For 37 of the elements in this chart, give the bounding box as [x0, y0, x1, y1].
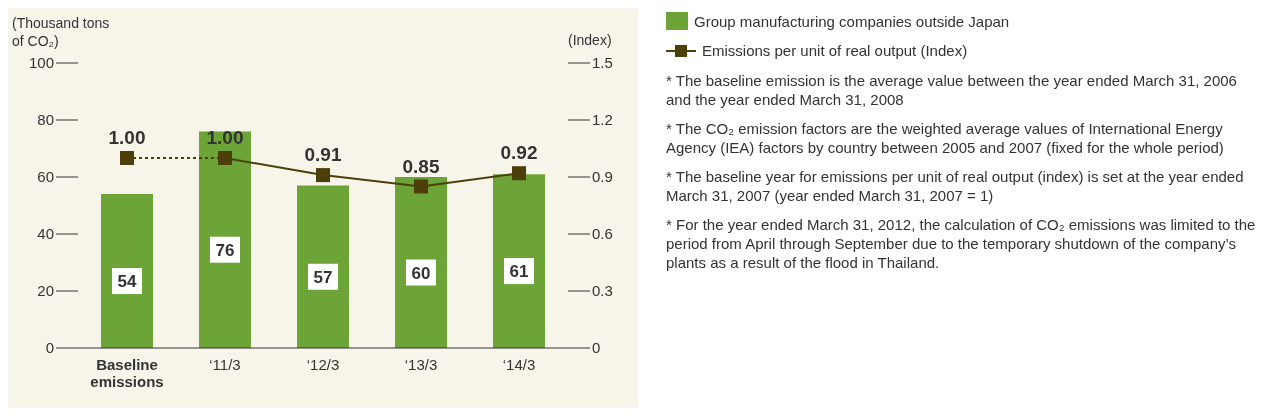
x-tick-label: Baseline emissions — [90, 356, 164, 390]
x-tick-label: ‘11/3 — [209, 356, 241, 373]
text: * The baseline year for emissions per unit of real output (index) is set at the year ended March 31, 2007 (year ended March 31, 2007 = 1) — [666, 167, 1245, 205]
y-tick-label: 80 — [37, 111, 54, 129]
data-label: 76 — [215, 240, 235, 260]
y2-axis-title: (Index) — [568, 32, 612, 48]
y2-tick-label: 0.6 — [592, 225, 613, 243]
data-label: 54 — [117, 272, 137, 292]
data-label: 1.00 — [206, 127, 244, 148]
legend-label: Group manufacturing companies outside Japan — [694, 12, 1010, 30]
text: * The baseline emission is the average value between the year ended March 31, 2006 and the year ended March 31, 2008 — [666, 71, 1238, 109]
data-label: 1.00 — [108, 127, 146, 148]
y2-tick-label: 0.3 — [592, 282, 613, 300]
legend-label: Emissions per unit of real output (Index) — [702, 42, 968, 59]
bar — [199, 131, 251, 348]
y-tick-label: 100 — [28, 54, 54, 72]
data-label: 61 — [509, 262, 529, 282]
y2-tick-label: 0.9 — [592, 168, 613, 186]
y2-tick-label: 1.2 — [592, 111, 613, 129]
y-tick-label: 60 — [37, 168, 54, 186]
y-tick-label: 0 — [45, 339, 54, 357]
x-tick-label: ‘12/3 — [306, 356, 340, 373]
point — [120, 151, 134, 165]
x-tick-label: ‘13/3 — [404, 356, 438, 373]
y2-tick-label: 0 — [592, 339, 601, 357]
y-tick-label: 40 — [37, 225, 54, 243]
y-axis-title: (Thousand tons of CO₂) — [12, 14, 111, 50]
bar — [493, 174, 545, 348]
data-label: 60 — [411, 263, 431, 283]
y-tick-label: 20 — [37, 282, 54, 300]
bar — [297, 185, 349, 348]
text: * For the year ended March 31, 2012, the calculation of CO₂ emissions was limited to the period from April through September due to the temporary shutdown of the company’s plants as a result of the flood in Thailand. — [666, 215, 1256, 272]
data-label: 57 — [313, 267, 333, 287]
y2-tick-label: 1.5 — [592, 54, 613, 72]
bar — [101, 194, 153, 348]
x-tick-label: ‘14/3 — [502, 356, 536, 373]
text: * The CO₂ emission factors are the weighted average values of International Energy Agency (IEA) factors by country between 2005 and 2007 (fixed for the whole period) — [666, 119, 1225, 157]
